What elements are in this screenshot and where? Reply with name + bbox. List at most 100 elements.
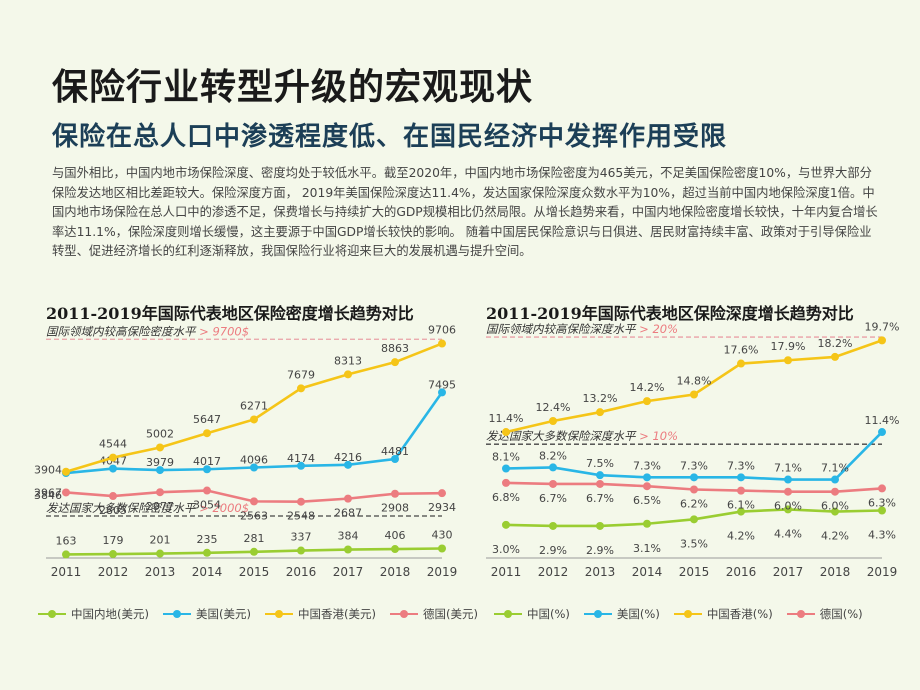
data-label-china: 3.1% xyxy=(633,542,661,555)
legend-label: 德国(%) xyxy=(819,607,863,621)
data-point-usa xyxy=(438,388,446,397)
data-label-hongkong: 19.7% xyxy=(865,320,900,333)
data-label-germany: 6.0% xyxy=(774,500,802,513)
legend-label: 美国(美元) xyxy=(195,607,251,621)
data-label-germany: 6.8% xyxy=(492,491,520,504)
data-label-usa: 7495 xyxy=(428,378,456,391)
data-label-china: 4.3% xyxy=(868,528,896,541)
x-tick-label: 2012 xyxy=(538,565,569,579)
legend-swatch xyxy=(673,610,702,618)
data-point-germany xyxy=(297,497,305,506)
x-tick-label: 2018 xyxy=(820,565,851,579)
data-point-hongkong xyxy=(596,408,604,417)
data-point-germany xyxy=(643,482,651,491)
data-point-hongkong xyxy=(297,384,305,393)
data-label-china: 179 xyxy=(103,534,124,547)
data-point-usa xyxy=(878,428,886,437)
data-label-china: 2.9% xyxy=(586,544,614,557)
data-label-germany: 6.2% xyxy=(680,498,708,511)
data-point-germany xyxy=(784,487,792,496)
data-label-hongkong: 14.2% xyxy=(630,381,665,394)
data-point-germany xyxy=(250,497,258,506)
data-point-china xyxy=(62,550,70,559)
data-point-china xyxy=(502,520,510,529)
data-label-germany: 6.5% xyxy=(633,494,661,507)
data-point-usa xyxy=(737,473,745,482)
legend-item-germany: 德国(美元) xyxy=(389,606,478,622)
data-point-china xyxy=(596,521,604,530)
data-label-china: 201 xyxy=(150,534,171,547)
reference-line-label: 发达国家大多数保险密度水平 > 2000$ xyxy=(46,501,249,515)
legend-label: 美国(%) xyxy=(616,607,660,621)
legend-item-hongkong: 中国香港(美元) xyxy=(264,606,376,622)
legend-swatch xyxy=(389,610,418,618)
data-label-hongkong: 12.4% xyxy=(536,401,571,414)
data-point-germany xyxy=(737,486,745,495)
data-label-usa: 8.2% xyxy=(539,449,567,462)
x-tick-label: 2014 xyxy=(192,565,223,579)
x-tick-label: 2014 xyxy=(632,565,663,579)
legend-item-hongkong: 中国香港(%) xyxy=(673,606,773,622)
data-label-usa: 4481 xyxy=(381,445,409,458)
data-point-hongkong xyxy=(203,429,211,438)
depth-chart-legend: 中国(%) 美国(%) 中国香港(%) 德国(%) xyxy=(494,606,877,622)
density-chart: 2011 2012 2013 2014 2015 2016 2017 2018 2019 国际领域… xyxy=(34,324,457,579)
data-label-germany: 2908 xyxy=(381,502,409,515)
data-label-hongkong: 11.4% xyxy=(489,412,524,425)
x-tick-label: 2013 xyxy=(585,565,616,579)
data-point-hongkong xyxy=(438,339,446,348)
depth-chart-title: 2011-2019年国际代表地区保险深度增长趋势对比 xyxy=(486,304,854,323)
data-label-china: 235 xyxy=(197,533,218,546)
data-label-china: 4.2% xyxy=(821,530,849,543)
data-label-china: 3.0% xyxy=(492,543,520,556)
x-tick-label: 2017 xyxy=(773,565,804,579)
data-point-hongkong xyxy=(549,417,557,426)
x-tick-label: 2013 xyxy=(145,565,176,579)
data-point-germany xyxy=(502,478,510,487)
data-label-germany: 2563 xyxy=(240,509,268,522)
x-tick-label: 2015 xyxy=(679,565,710,579)
data-label-usa: 4096 xyxy=(240,453,268,466)
data-point-germany xyxy=(344,494,352,503)
data-point-usa xyxy=(502,464,510,473)
data-point-china xyxy=(878,506,886,515)
data-point-china xyxy=(784,505,792,514)
data-label-germany: 3054 xyxy=(193,499,221,512)
data-label-hongkong: 8313 xyxy=(334,354,362,367)
reference-line-label: 国际领域内较高保险密度水平 > 9700$ xyxy=(46,324,249,338)
data-point-china xyxy=(250,547,258,556)
data-label-germany: 2967 xyxy=(34,486,62,499)
data-label-germany: 6.3% xyxy=(868,496,896,509)
x-tick-label: 2015 xyxy=(239,565,270,579)
data-label-china: 406 xyxy=(385,529,406,542)
data-label-germany: 6.7% xyxy=(586,492,614,505)
data-point-hongkong xyxy=(737,359,745,368)
data-label-germany: 6.7% xyxy=(539,492,567,505)
data-label-germany: 2977 xyxy=(146,500,174,513)
data-label-usa: 7.3% xyxy=(727,459,755,472)
data-point-hongkong xyxy=(831,352,839,361)
legend-swatch xyxy=(583,610,612,618)
x-tick-label: 2018 xyxy=(380,565,411,579)
data-label-usa: 7.3% xyxy=(680,459,708,472)
data-label-hongkong: 17.9% xyxy=(771,340,806,353)
data-point-usa xyxy=(831,475,839,484)
data-label-hongkong: 5647 xyxy=(193,413,221,426)
data-label-china: 4.4% xyxy=(774,527,802,540)
data-point-hongkong xyxy=(502,428,510,437)
data-label-china: 337 xyxy=(291,531,312,544)
data-point-germany xyxy=(109,492,117,501)
legend-item-china: 中国内地(美元) xyxy=(38,606,149,622)
data-point-usa xyxy=(109,464,117,473)
page-title: 保险行业转型升级的宏观现状 xyxy=(52,67,534,108)
legend-item-germany: 德国(%) xyxy=(786,606,863,622)
data-label-germany: 6.1% xyxy=(727,499,755,512)
data-label-china: 430 xyxy=(432,528,453,541)
reference-line-label: 国际领域内较高保险深度水平 > 20% xyxy=(486,322,678,336)
legend-swatch xyxy=(494,610,522,618)
data-label-china: 163 xyxy=(56,534,77,547)
data-label-hongkong: 13.2% xyxy=(583,392,618,405)
data-point-hongkong xyxy=(690,390,698,399)
data-label-usa: 4174 xyxy=(287,452,315,465)
data-point-germany xyxy=(831,487,839,496)
